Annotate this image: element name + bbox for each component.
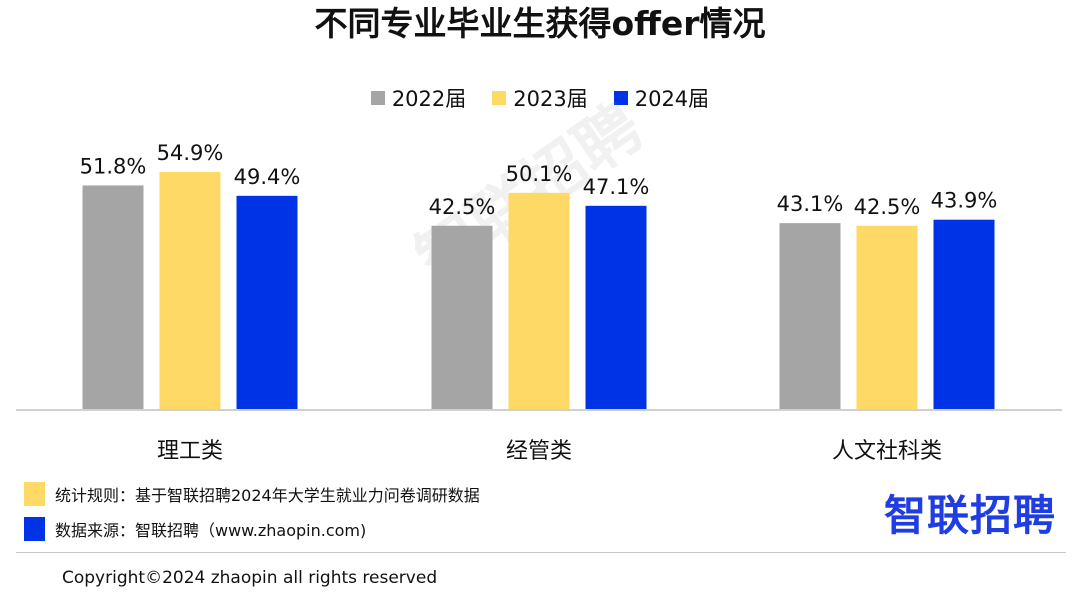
bar-2-1	[856, 225, 918, 410]
category-label-0: 理工类	[157, 439, 223, 464]
bar-0-2	[236, 195, 298, 410]
divider	[16, 552, 1066, 553]
legend-item-2024: 2024届	[613, 83, 710, 113]
data-label-1-0: 42.5%	[429, 195, 496, 219]
data-label-2-2: 43.9%	[931, 189, 998, 213]
bar-chart: 51.8% 54.9% 49.4% 理工类 42.5% 50.1% 47.1% 经管类 43.1…	[16, 141, 1062, 464]
bar-1-2	[585, 205, 647, 410]
legend-item-2023: 2023届	[492, 83, 588, 113]
legend-item-2022: 2022届	[370, 83, 467, 113]
data-label-1-2: 47.1%	[583, 175, 650, 199]
legend-label-2024: 2024届	[634, 87, 710, 111]
legend-label-2022: 2022届	[391, 87, 467, 111]
data-label-1-1: 50.1%	[506, 162, 573, 186]
footnote-stats-rule-text: 统计规则：基于智联招聘2024年大学生就业力问卷调研数据	[55, 486, 480, 505]
data-label-0-0: 51.8%	[80, 154, 147, 178]
copyright-text: Copyright©2024 zhaopin all rights reserv…	[62, 568, 438, 588]
footnote-swatch-blue	[24, 517, 45, 541]
data-label-2-0: 43.1%	[777, 192, 844, 216]
brand-logo: 智联招聘	[883, 491, 1056, 540]
data-label-0-1: 54.9%	[157, 141, 224, 165]
footnote-stats-rule: 统计规则：基于智联招聘2024年大学生就业力问卷调研数据	[24, 482, 480, 506]
bar-0-1	[159, 172, 221, 410]
bar-0-0	[82, 185, 144, 410]
bar-1-0	[431, 225, 493, 410]
chart-title: 不同专业毕业生获得offer情况	[314, 4, 766, 43]
legend-label-2023: 2023届	[513, 87, 588, 111]
data-label-2-1: 42.5%	[854, 195, 921, 219]
bar-2-0	[779, 223, 841, 410]
category-label-1: 经管类	[506, 439, 572, 464]
footnote-data-source-text: 数据来源：智联招聘（www.zhaopin.com)	[55, 521, 367, 540]
legend-swatch-2022	[370, 91, 385, 105]
legend-swatch-2024	[613, 91, 628, 105]
category-label-2: 人文社科类	[832, 439, 942, 464]
bar-1-1	[508, 192, 570, 410]
bar-2-2	[933, 219, 995, 410]
data-label-0-2: 49.4%	[234, 165, 301, 189]
legend: 2022届 2023届 2024届	[0, 83, 1080, 113]
footnote-data-source: 数据来源：智联招聘（www.zhaopin.com)	[24, 517, 366, 541]
footnote-swatch-yellow	[24, 482, 45, 506]
legend-swatch-2023	[492, 91, 507, 105]
